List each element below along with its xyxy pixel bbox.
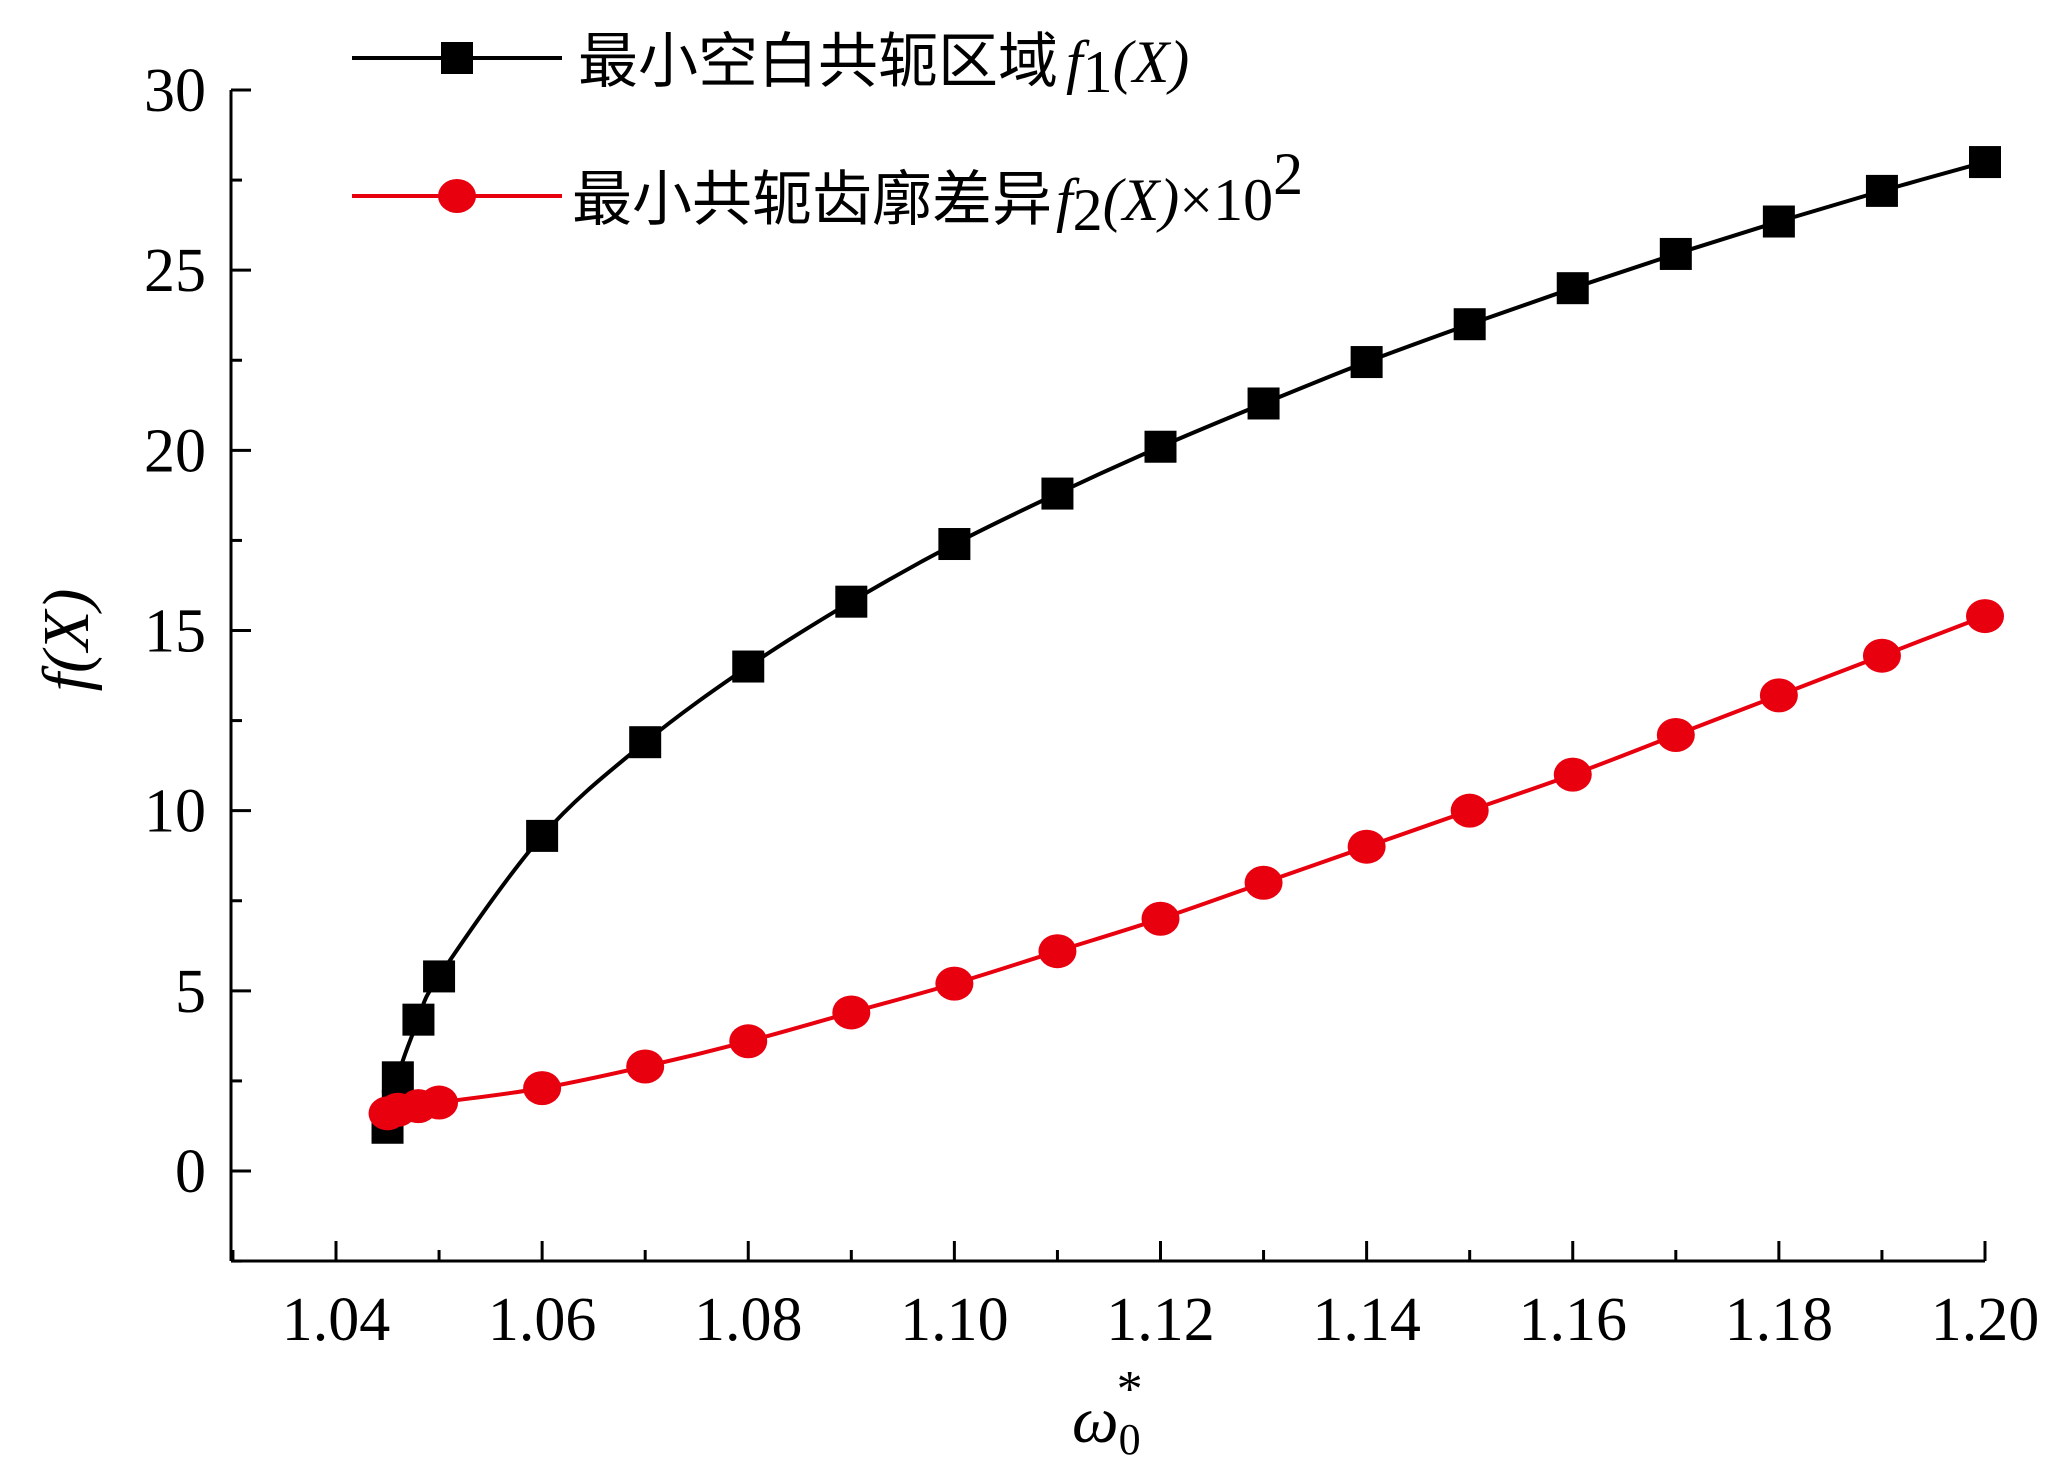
- data-point-square: [938, 528, 971, 561]
- data-point-square: [1556, 272, 1589, 305]
- y-tick-label: 10: [144, 778, 206, 846]
- x-tick-label: 1.20: [1931, 1286, 2040, 1354]
- data-point-square: [1969, 146, 2001, 179]
- x-axis-title-subscript: 0: [1119, 1415, 1141, 1464]
- x-tick-label: 1.08: [694, 1286, 803, 1354]
- x-tick-label: 1.12: [1106, 1286, 1215, 1354]
- data-point-circle: [1347, 829, 1386, 864]
- x-tick-label: 1.04: [282, 1286, 391, 1354]
- data-point-square: [1762, 205, 1795, 238]
- legend-math-f1-arg: (X): [1113, 29, 1190, 95]
- data-point-circle: [1966, 599, 2004, 634]
- data-point-circle: [1038, 934, 1077, 969]
- x-ticks: 1.04 1.06 1.08 1.10 1.12 1.14 1.16 1.18 1.20: [231, 1241, 2040, 1354]
- data-point-square: [1453, 308, 1486, 341]
- data-point-circle: [523, 1071, 562, 1106]
- legend-item-f2: 最小共轭齿廓差异f2(X)×102: [352, 141, 1303, 243]
- y-tick-label: 0: [175, 1138, 206, 1206]
- x-tick-label: 1.14: [1312, 1286, 1421, 1354]
- x-tick-label: 1.16: [1519, 1286, 1628, 1354]
- x-tick-label: 1.18: [1725, 1286, 1834, 1354]
- x-axis-title-superscript: *: [1117, 1361, 1143, 1418]
- legend-label-f2: 最小共轭齿廓差异f2(X)×102: [572, 141, 1303, 243]
- data-point-square: [1659, 237, 1692, 270]
- data-point-square: [526, 819, 559, 852]
- legend-math-f2-sup: 2: [1273, 141, 1303, 207]
- data-point-circle: [1656, 717, 1695, 752]
- data-point-circle: [935, 966, 974, 1001]
- y-ticks: 0 5 10 15 20 25 30: [144, 57, 251, 1263]
- series-layer: [368, 146, 2004, 1144]
- series-line-2: [386, 614, 1986, 1116]
- legend-text-f2: 最小共轭齿廓差异: [572, 165, 1052, 235]
- y-tick-label: 30: [144, 57, 206, 125]
- legend-marker-square: [441, 42, 473, 74]
- data-point-square: [835, 585, 868, 618]
- data-point-circle: [1862, 638, 1901, 673]
- data-point-square: [381, 1061, 414, 1094]
- x-tick-label: 1.06: [488, 1286, 597, 1354]
- data-point-square: [629, 726, 662, 759]
- data-point-circle: [729, 1024, 768, 1059]
- data-point-circle: [626, 1049, 665, 1084]
- legend-math-f1-sub: 1: [1083, 39, 1113, 105]
- legend-text-f1: 最小空白共轭区域: [578, 27, 1058, 97]
- x-axis-title: ω0*: [1072, 1361, 1143, 1464]
- legend-item-f1: 最小空白共轭区域 f1(X): [352, 27, 1189, 105]
- data-point-circle: [1450, 793, 1489, 828]
- legend-marker-circle: [438, 179, 476, 213]
- y-tick-label: 5: [175, 958, 206, 1026]
- series-line-1: [385, 160, 1986, 1129]
- data-point-circle: [1553, 757, 1592, 792]
- legend-label-f1: 最小空白共轭区域 f1(X): [578, 27, 1189, 105]
- data-point-circle: [420, 1085, 459, 1120]
- data-point-square: [1350, 346, 1383, 379]
- legend-math-f2-suffix: ×10: [1179, 167, 1273, 233]
- data-point-square: [1865, 174, 1898, 207]
- data-point-square: [1144, 430, 1177, 463]
- data-point-square: [423, 960, 456, 993]
- data-point-circle: [1759, 678, 1798, 713]
- legend: 最小空白共轭区域 f1(X) 最小共轭齿廓差异f2(X)×102: [352, 27, 1303, 243]
- y-tick-label: 15: [144, 598, 206, 666]
- data-point-circle: [832, 995, 871, 1030]
- legend-math-f2-sub: 2: [1073, 177, 1103, 243]
- data-point-square: [732, 650, 765, 683]
- y-tick-label: 20: [144, 417, 206, 485]
- y-tick-label: 25: [144, 237, 206, 305]
- data-point-circle: [1244, 865, 1283, 900]
- y-axis-title: f(X): [30, 589, 103, 692]
- data-point-square: [1247, 387, 1280, 420]
- data-point-circle: [1141, 901, 1180, 936]
- y-axis-title-arg: (X): [30, 589, 103, 673]
- x-tick-label: 1.10: [900, 1286, 1009, 1354]
- legend-math-f2-arg: (X): [1103, 167, 1180, 233]
- data-point-square: [1041, 477, 1074, 510]
- data-point-square: [402, 1003, 435, 1036]
- x-axis-title-symbol: ω: [1072, 1384, 1119, 1457]
